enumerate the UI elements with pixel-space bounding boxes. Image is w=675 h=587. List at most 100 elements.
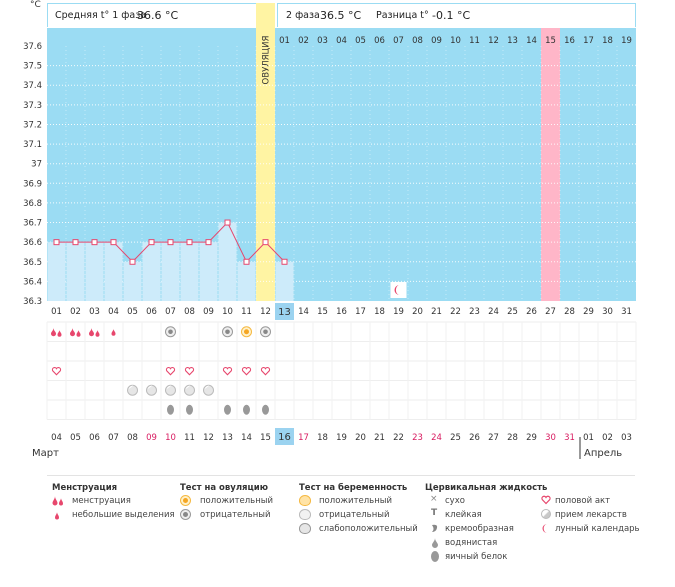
heart-icon	[51, 366, 62, 376]
moon-icon	[394, 285, 400, 295]
cycle-day-label: 01	[51, 307, 62, 317]
cycle-day-label: 29	[583, 307, 594, 317]
temperature-bar	[85, 242, 104, 301]
cycle-day-label: 02	[70, 307, 81, 317]
temperature-bar	[66, 242, 85, 301]
phase2-day-label: 02	[298, 36, 309, 46]
menstruation-icon	[51, 327, 56, 337]
pill-highlight	[204, 385, 210, 390]
highlight-column	[541, 28, 560, 301]
heart-icon	[241, 366, 252, 376]
today-day-highlight	[275, 303, 294, 320]
ovulation-positive-icon	[180, 495, 191, 506]
date-label: 22	[393, 433, 404, 443]
phase2-day-label: 14	[526, 36, 537, 46]
temperature-bar	[123, 261, 142, 301]
date-label: 25	[450, 433, 461, 443]
menstruation-icon	[76, 329, 81, 337]
heart-icon	[222, 366, 233, 376]
egg-white-icon	[224, 404, 231, 415]
watery-icon	[432, 538, 438, 548]
legend-label: слабоположительный	[319, 524, 418, 534]
date-label: 12	[203, 433, 214, 443]
moon-cell	[390, 282, 407, 298]
pill-icon	[184, 384, 195, 396]
month-label-right: Апрель	[584, 448, 622, 459]
phase2-header: 2 фаза 36.5 °C Разница t° -0.1 °C	[277, 3, 636, 27]
pregnancy-positive-icon	[299, 495, 311, 506]
moon-icon	[542, 524, 547, 533]
ovulation-label: ОВУЛЯЦИЯ	[262, 35, 272, 84]
date-label: 06	[89, 433, 100, 443]
cycle-day-label: 15	[317, 307, 328, 317]
y-tick-label: 36.4	[23, 277, 42, 287]
cycle-day-label: 13	[278, 307, 291, 318]
legend-label: положительный	[319, 496, 392, 506]
legend-label: менструация	[72, 496, 131, 506]
temperature-bar	[218, 222, 237, 301]
egg-white-icon	[431, 551, 439, 562]
phase2-label: 2 фаза	[286, 10, 320, 21]
legend: Менструация менструация небольшие выделе…	[47, 475, 640, 586]
menstruation-icon	[57, 329, 62, 337]
pregnancy-negative-icon	[299, 509, 311, 520]
date-label: 17	[298, 433, 309, 443]
phase1-value: 36.6 °C	[137, 9, 179, 22]
cycle-day-label: 10	[222, 307, 233, 317]
legend-label: положительный	[200, 496, 273, 506]
phase2-day-label: 17	[583, 36, 594, 46]
temperature-bar	[47, 242, 66, 301]
phase2-day-label: 15	[545, 36, 556, 46]
phase2-day-label: 07	[393, 36, 404, 46]
legend-label: яичный белок	[445, 552, 508, 562]
date-label: 23	[412, 433, 423, 443]
pill-highlight	[147, 385, 153, 390]
cycle-day-label: 30	[602, 307, 613, 317]
temperature-bar	[104, 242, 123, 301]
cycle-day-label: 23	[469, 307, 480, 317]
menstruation-icon	[70, 327, 75, 337]
legend-label: небольшие выделения	[72, 510, 175, 520]
cycle-day-label: 25	[507, 307, 518, 317]
temperature-point	[72, 239, 79, 246]
phase2-day-label: 05	[355, 36, 366, 46]
date-label: 29	[526, 433, 537, 443]
date-label: 03	[621, 433, 632, 443]
ovulation-negative-dot	[263, 329, 268, 335]
cycle-day-label: 20	[412, 307, 423, 317]
date-label: 31	[564, 433, 575, 443]
dry-icon: ×	[430, 494, 438, 504]
y-tick-label: 37.2	[23, 120, 42, 130]
phase2-day-label: 13	[507, 36, 518, 46]
pill-highlight	[128, 385, 134, 390]
legend-menstruation-title: Менструация	[52, 483, 118, 493]
date-label: 11	[184, 433, 195, 443]
cycle-day-label: 31	[621, 307, 632, 317]
y-tick-label: 36.5	[23, 258, 42, 268]
phase2-day-label: 01	[279, 36, 290, 46]
temperature-bar	[275, 261, 294, 301]
cycle-day-label: 08	[184, 307, 195, 317]
temperature-bar	[237, 261, 256, 301]
phase2-day-label: 10	[450, 36, 461, 46]
cycle-day-label: 18	[374, 307, 385, 317]
date-label: 14	[241, 433, 252, 443]
date-label: 21	[374, 433, 385, 443]
ovulation-negative-dot	[225, 329, 230, 335]
temperature-bar	[142, 242, 161, 301]
y-tick-label: 37.4	[23, 81, 42, 91]
temperature-bar	[180, 242, 199, 301]
date-label: 08	[127, 433, 138, 443]
diff-value: -0.1 °C	[432, 9, 471, 22]
cycle-day-label: 09	[203, 307, 214, 317]
y-tick-label: 37.6	[23, 42, 42, 52]
date-label: 30	[545, 433, 556, 443]
y-tick-label: 36.6	[23, 238, 42, 248]
legend-label: лунный календарь	[555, 524, 640, 534]
egg-white-icon	[167, 404, 174, 415]
date-label: 07	[108, 433, 119, 443]
legend-label: клейкая	[445, 510, 482, 520]
diff-label: Разница t°	[376, 10, 429, 21]
cycle-day-label: 06	[146, 307, 157, 317]
